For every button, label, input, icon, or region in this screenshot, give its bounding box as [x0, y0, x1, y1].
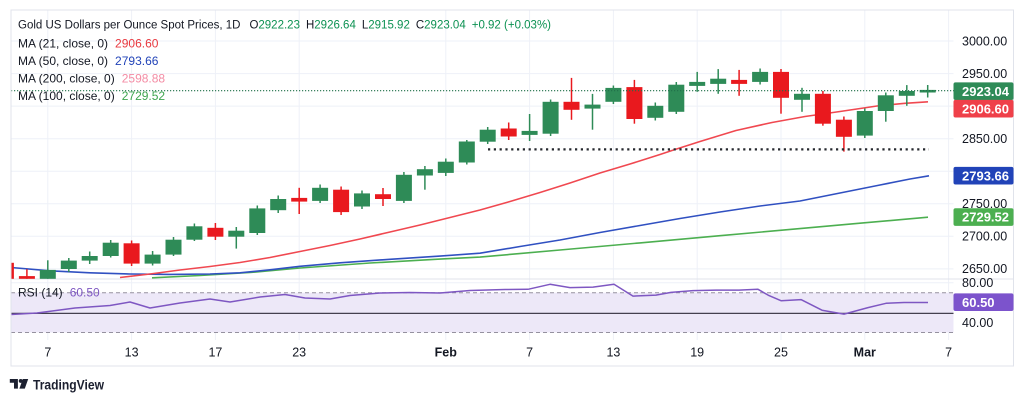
- svg-text:13: 13: [125, 346, 139, 360]
- svg-text:Feb: Feb: [435, 346, 458, 360]
- svg-text:2923.04: 2923.04: [962, 84, 1010, 99]
- svg-text:2650.00: 2650.00: [962, 262, 1007, 276]
- svg-text:Gold US Dollars per Ounce Spot: Gold US Dollars per Ounce Spot Prices, 1…: [18, 20, 551, 32]
- svg-text:MA (21, close, 0)2906.60: MA (21, close, 0) 2906.60: [18, 36, 159, 50]
- svg-text:TradingView: TradingView: [33, 377, 104, 393]
- svg-text:MA (50, close, 0)2793.66: MA (50, close, 0) 2793.66: [18, 54, 159, 68]
- svg-text:3000.00: 3000.00: [962, 34, 1007, 48]
- svg-text:19: 19: [690, 346, 704, 360]
- svg-text:40.00: 40.00: [962, 316, 993, 330]
- svg-text:2750.00: 2750.00: [962, 197, 1007, 211]
- svg-text:25: 25: [774, 346, 788, 360]
- svg-text:RSI (14)60.50: RSI (14) 60.50: [18, 286, 100, 300]
- svg-text:17: 17: [208, 346, 222, 360]
- svg-text:60.50: 60.50: [962, 295, 995, 310]
- svg-text:80.00: 80.00: [962, 276, 993, 290]
- svg-text:2793.66: 2793.66: [962, 168, 1009, 183]
- svg-text:MA (100, close, 0)2729.52: MA (100, close, 0) 2729.52: [18, 89, 165, 103]
- svg-text:23: 23: [292, 346, 306, 360]
- svg-text:13: 13: [606, 346, 620, 360]
- svg-text:Mar: Mar: [854, 346, 876, 360]
- svg-text:2700.00: 2700.00: [962, 230, 1007, 244]
- svg-text:2850.00: 2850.00: [962, 132, 1007, 146]
- svg-text:7: 7: [945, 346, 952, 360]
- svg-text:2950.00: 2950.00: [962, 67, 1007, 81]
- svg-text:2906.60: 2906.60: [962, 101, 1009, 116]
- svg-text:7: 7: [526, 346, 533, 360]
- svg-text:2729.52: 2729.52: [962, 210, 1009, 225]
- svg-text:MA (200, close, 0)2598.88: MA (200, close, 0) 2598.88: [18, 71, 165, 85]
- svg-text:7: 7: [44, 346, 51, 360]
